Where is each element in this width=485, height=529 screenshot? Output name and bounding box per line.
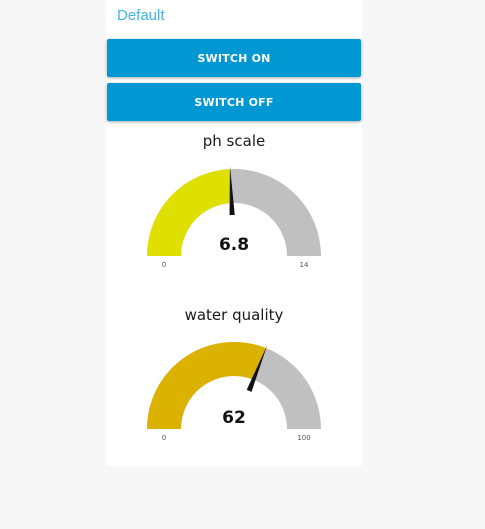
gauge-needle <box>246 345 268 392</box>
gauge-max-label: 14 <box>300 261 309 269</box>
gauge-max-label: 100 <box>297 434 310 442</box>
water-quality-gauge: 62 0 100 <box>147 342 321 442</box>
dashboard-group-card: Default SWITCH ON SWITCH OFF ph scale 6.… <box>106 0 362 466</box>
gauge-fill <box>147 342 267 430</box>
switch-off-button[interactable]: SWITCH OFF <box>107 83 361 121</box>
gauge-min-label: 0 <box>162 261 166 269</box>
gauge-fill <box>147 169 233 257</box>
ph-scale-gauge: 6.8 0 14 <box>147 166 321 269</box>
gauge-value: 6.8 <box>219 235 249 255</box>
gauge-min-label: 0 <box>162 434 166 442</box>
group-title: Default <box>117 7 165 24</box>
gauge-title-ph-scale: ph scale <box>202 132 266 150</box>
gauge-needle <box>229 166 235 216</box>
switch-on-button[interactable]: SWITCH ON <box>107 39 361 77</box>
gauge-title-water-quality: water quality <box>184 306 284 324</box>
gauge-value: 62 <box>222 408 246 428</box>
